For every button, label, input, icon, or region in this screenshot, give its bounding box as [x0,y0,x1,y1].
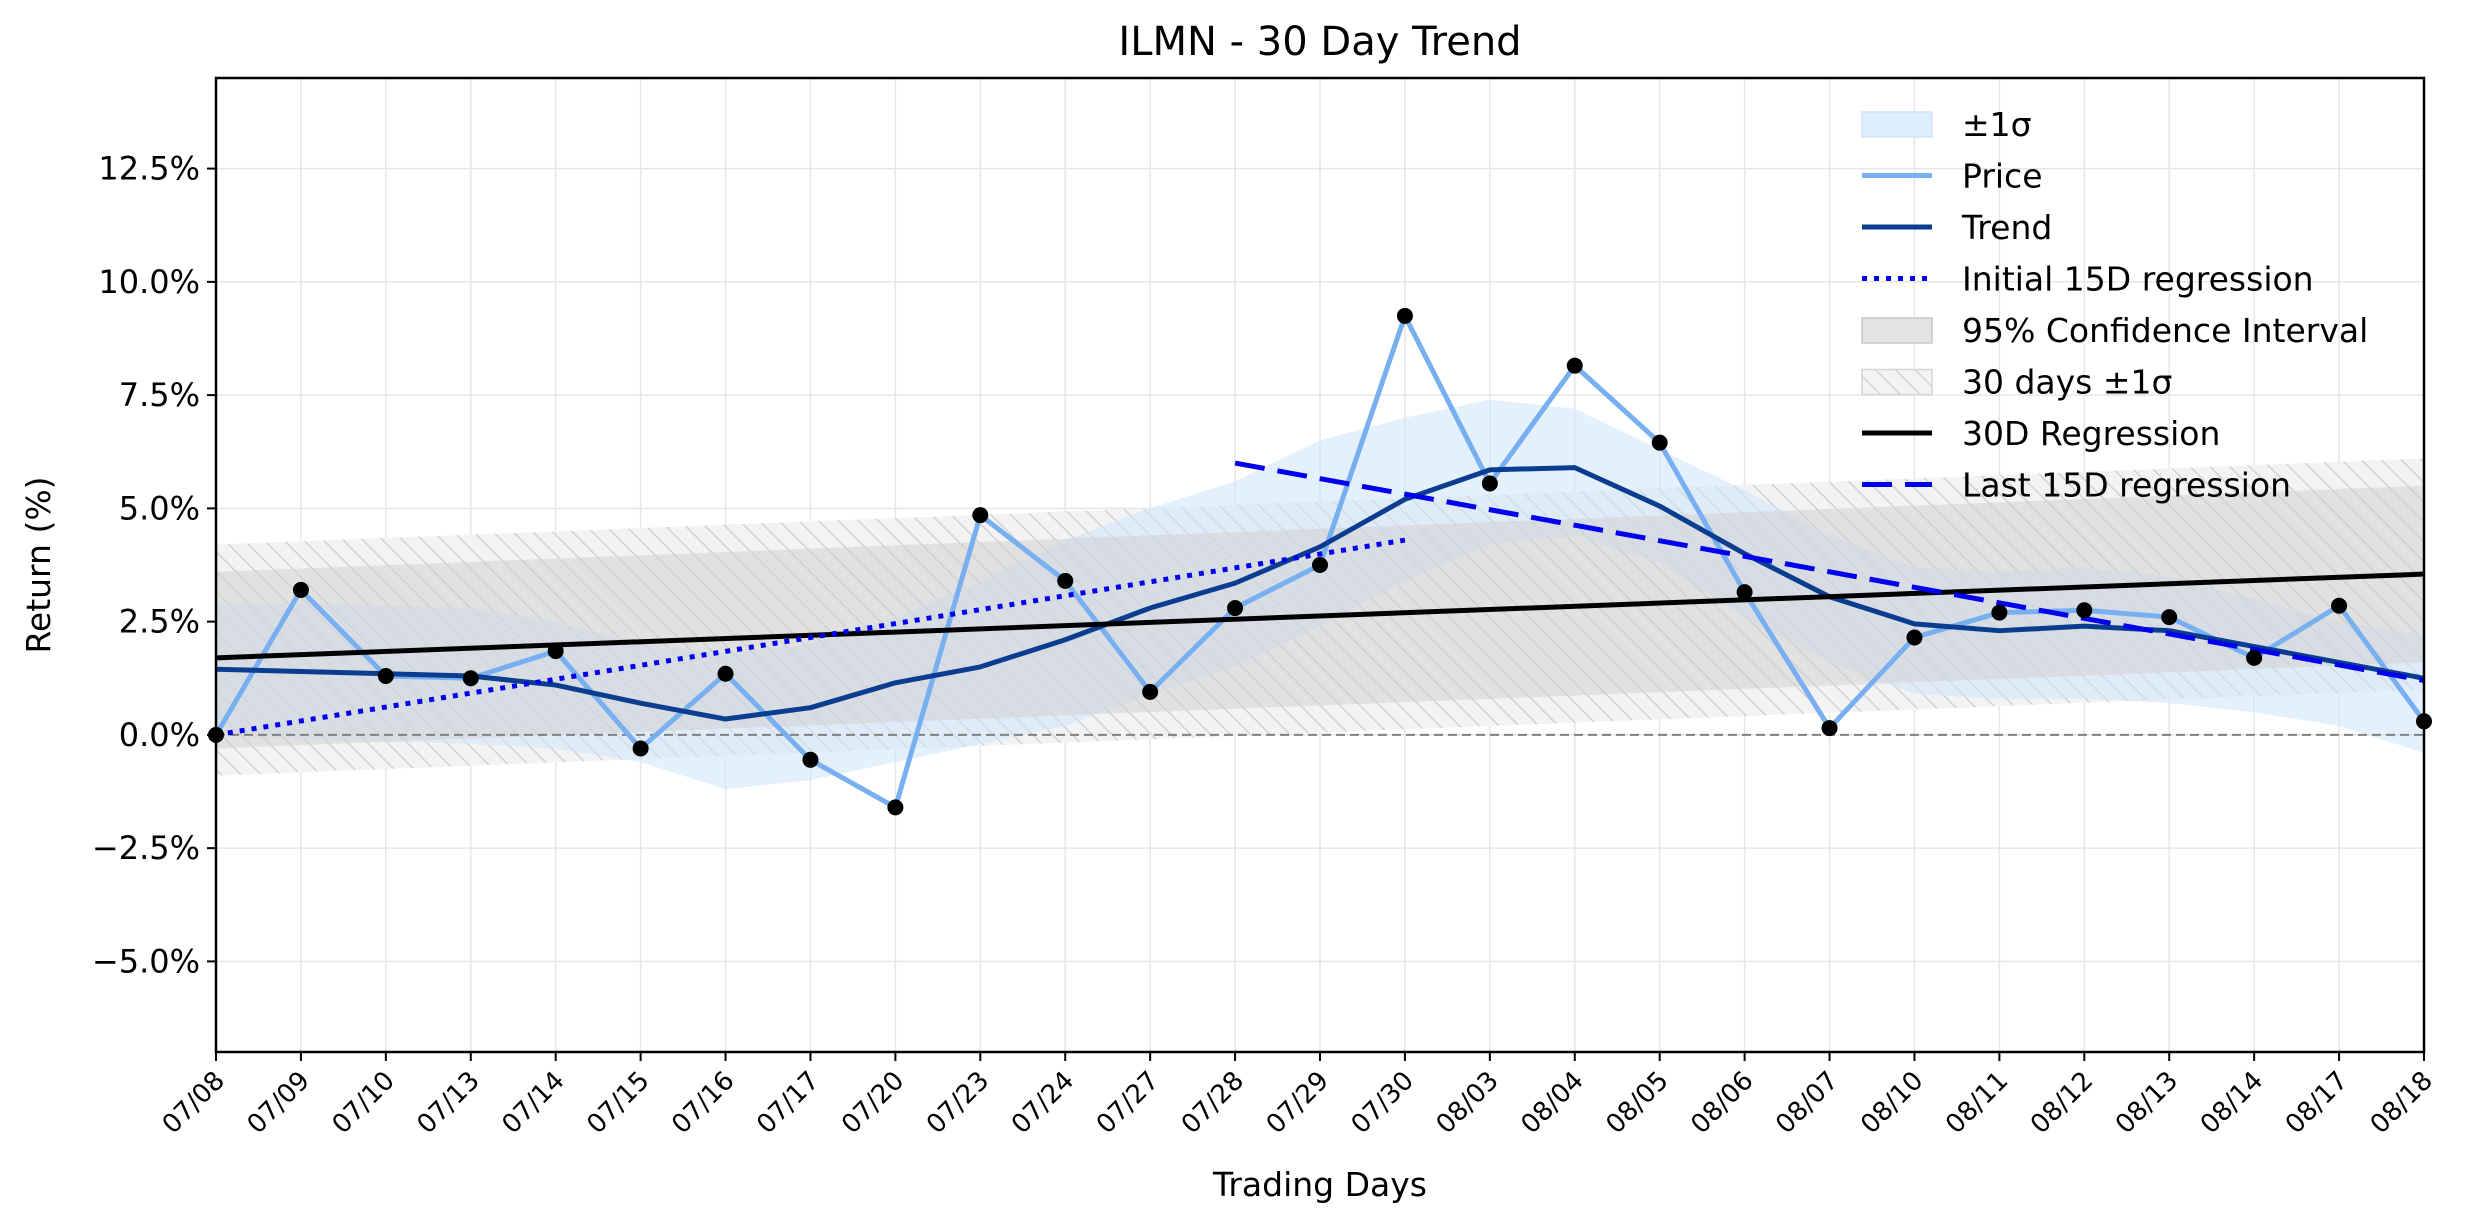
price-point [972,507,989,524]
x-axis-label: Trading Days [1212,1165,1427,1204]
legend-item: 30 days ±1σ [1861,363,2172,402]
legend-label: Initial 15D regression [1962,260,2314,299]
legend-label: 95% Confidence Interval [1962,311,2368,350]
y-axis: −5.0% −2.5% 0.0% 2.5% 5.0% 7.5% 10.0% 12.5% [92,150,216,980]
chart-title: ILMN - 30 Day Trend [1118,19,1521,65]
legend-swatch-patch [1861,317,1933,344]
price-point [2076,602,2093,619]
y-tick-label: 0.0% [119,716,200,754]
y-tick-label: 2.5% [119,603,200,641]
price-point [717,665,734,682]
y-tick-label: −5.0% [92,942,200,980]
legend-item: 30D Regression [1862,414,2220,453]
legend-label: Last 15D regression [1962,466,2291,505]
price-point [802,751,819,768]
price-point [2331,597,2348,614]
regression-30d-line [216,571,2424,661]
price-point [1142,683,1159,700]
price-point [1651,434,1668,451]
legend-label: 30 days ±1σ [1962,363,2172,402]
price-point [1057,572,1074,589]
price-point [1991,604,2008,621]
legend-item: ±1σ [1861,105,2032,144]
legend-item: 95% Confidence Interval [1861,311,2368,350]
price-point [292,581,309,598]
price-point [1736,584,1753,601]
legend-label: Price [1962,157,2043,196]
price-point [1481,475,1498,492]
price-point [462,670,479,687]
price-point [1396,307,1413,324]
price-point [2161,609,2178,626]
price-point [1906,629,1923,646]
y-tick-label: 10.0% [98,263,200,301]
y-tick-label: 5.0% [119,489,200,527]
price-point [632,740,649,757]
legend-label: 30D Regression [1962,414,2220,453]
price-point [2246,649,2263,666]
y-tick-label: 7.5% [119,376,200,414]
price-point [1312,557,1328,573]
legend-item: Trend [1862,208,2052,247]
price-point [1821,720,1838,737]
y-tick-label: −2.5% [92,829,200,867]
legend: ±1σ Price Trend Initial 15D regression 95% C… [1861,105,2368,505]
price-point [377,667,394,684]
legend-label: Trend [1961,208,2052,247]
y-axis-label: Return (%) [19,476,58,653]
price-points [208,307,2432,816]
y-tick-label: 12.5% [98,150,200,188]
price-point [547,643,564,660]
legend-swatch-patch [1861,368,1933,396]
trend-line [216,465,2424,722]
price-point [887,799,904,816]
legend-label: ±1σ [1962,105,2032,144]
regression-last-15d-line [1234,460,2424,683]
price-point [1566,357,1583,374]
legend-item: Price [1862,157,2043,196]
price-point [1227,600,1244,617]
legend-item: Initial 15D regression [1862,260,2314,299]
legend-item: Last 15D regression [1862,466,2291,505]
regression-initial-15d-line [216,537,1406,738]
legend-swatch-patch [1861,111,1933,138]
